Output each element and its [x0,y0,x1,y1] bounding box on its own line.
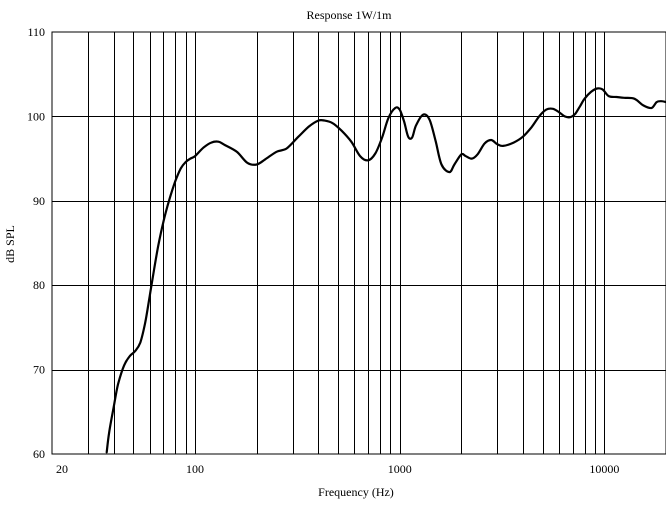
y-tick-label: 80 [33,278,45,292]
x-tick-label: 100 [186,462,204,476]
y-tick-label: 110 [27,25,45,39]
y-tick-label: 70 [33,363,45,377]
response-curve [105,87,666,454]
y-axis-tick-labels: 60 70 80 90 100 110 [27,25,45,461]
x-axis-tick-labels: 20 100 1000 10000 [56,462,619,476]
x-tick-label: 20 [56,462,68,476]
plot-frame [51,31,666,455]
grid-lines [52,32,666,454]
y-tick-label: 90 [33,194,45,208]
x-tick-label: 10000 [589,462,619,476]
y-axis-label: dB SPL [3,225,17,263]
x-axis-label: Frequency (Hz) [318,485,394,499]
y-tick-label: 100 [27,109,45,123]
chart-title: Response 1W/1m [307,8,393,22]
series-layer [105,87,666,454]
y-tick-label: 60 [33,447,45,461]
x-tick-label: 1000 [388,462,412,476]
